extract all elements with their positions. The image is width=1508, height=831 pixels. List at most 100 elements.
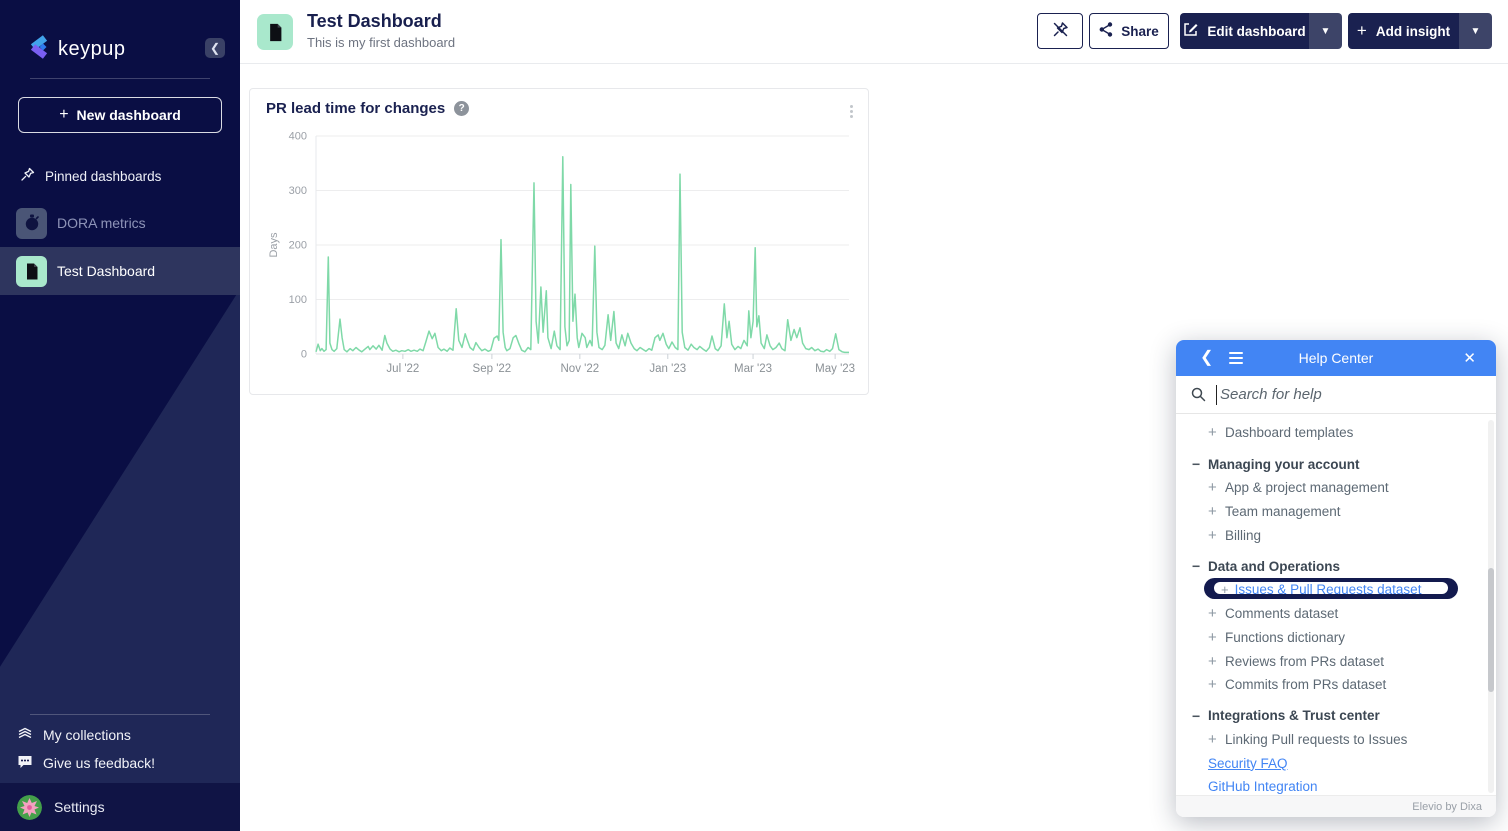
help-search-bar [1176,376,1496,414]
give-feedback-label: Give us feedback! [43,755,156,771]
svg-text:300: 300 [289,185,307,197]
expand-plus-icon: + [1208,479,1217,497]
dora-metrics-icon [16,207,47,239]
sidebar-item-dora-metrics[interactable]: DORA metrics [0,199,240,247]
new-dashboard-label: New dashboard [76,107,181,123]
sidebar-item-test-dashboard[interactable]: Test Dashboard [0,247,240,295]
help-topic-item-highlighted[interactable]: + Issues & Pull Requests dataset [1176,578,1488,602]
feedback-bubble-icon [17,754,33,773]
unpin-dashboard-button[interactable] [1037,13,1083,49]
plus-icon: + [59,106,69,123]
share-button[interactable]: Share [1089,13,1169,49]
help-topic-item[interactable]: + Team management [1208,502,1341,520]
collapse-minus-icon: − [1192,707,1201,724]
help-topic-item[interactable]: + App & project management [1208,479,1389,497]
sidebar-item-settings[interactable]: Settings [0,783,240,831]
chart-card: PR lead time for changes ? 0 100 200 300 400… [249,88,869,395]
help-center-footer: Elevio by Dixa [1176,795,1496,817]
help-section-header[interactable]: − Data and Operations [1192,558,1341,575]
svg-text:Mar '23: Mar '23 [734,363,772,375]
expand-plus-icon: + [1208,526,1217,544]
plus-icon: + [1356,21,1367,40]
sidebar-item-give-feedback[interactable]: Give us feedback! [17,751,227,775]
sidebar-divider [30,714,210,715]
help-center-title: Help Center [1298,350,1374,366]
share-label: Share [1121,23,1159,39]
svg-text:0: 0 [301,349,307,361]
keypup-logo: keypup [26,34,224,64]
expand-plus-icon: + [1208,424,1217,442]
svg-text:Days: Days [268,232,280,258]
menu-icon[interactable] [1229,352,1244,364]
help-topic-item[interactable]: + Dashboard templates [1208,424,1354,442]
layers-icon [17,726,33,745]
scrollbar-thumb[interactable] [1488,568,1494,692]
expand-plus-icon: + [1208,628,1217,646]
sidebar-item-my-collections[interactable]: My collections [17,723,227,747]
expand-plus-icon: + [1208,731,1217,749]
new-dashboard-button[interactable]: + New dashboard [18,97,222,133]
help-topic-item[interactable]: + Commits from PRs dataset [1208,676,1387,694]
edit-dashboard-label: Edit dashboard [1207,23,1306,39]
sidebar-diagonal-decoration [0,289,240,831]
help-link[interactable]: Security FAQ [1208,755,1288,771]
add-insight-label: Add insight [1375,23,1451,39]
svg-text:100: 100 [289,294,307,306]
pr-lead-time-chart: 0 100 200 300 400 Jul '22 Sep '22 Nov '22 Jan '2… [268,131,855,376]
chart-menu-kebab-icon[interactable] [844,102,858,120]
edit-dashboard-dropdown-caret[interactable]: ▼ [1309,13,1342,49]
help-topic-item[interactable]: + Billing [1208,526,1262,544]
help-tooltip-icon[interactable]: ? [454,101,470,116]
help-topic-item[interactable]: + Comments dataset [1208,605,1339,623]
collapse-minus-icon: − [1192,558,1201,575]
svg-text:200: 200 [289,240,307,252]
expand-plus-icon: + [1208,502,1217,520]
expand-plus-icon: + [1208,652,1217,670]
sidebar-item-label: Test Dashboard [57,263,156,279]
test-dashboard-icon [16,255,47,287]
add-insight-button[interactable]: + Add insight [1348,13,1459,49]
help-section-header[interactable]: − Managing your account [1192,456,1360,473]
help-center-panel: ❮ Help Center ✕ +Dashboard templates −Man… [1176,340,1496,817]
svg-text:Nov '22: Nov '22 [561,363,600,375]
help-topic-list: + Dashboard templates − Managing your accou… [1176,414,1488,795]
help-topic-item[interactable]: + Functions dictionary [1208,628,1346,646]
share-icon [1099,22,1113,40]
edit-dashboard-button[interactable]: Edit dashboard [1180,13,1309,49]
pin-icon [20,167,35,185]
settings-label: Settings [54,799,105,815]
sidebar-collapse-button[interactable]: ❮ [205,38,225,58]
page-title: Test Dashboard [307,11,442,31]
sidebar-item-label: DORA metrics [57,215,146,231]
sidebar: keypup ❮ + New dashboard Pinned dashboar… [0,0,240,831]
edit-dashboard-button-group: Edit dashboard ▼ [1180,13,1342,49]
expand-plus-icon: + [1208,676,1217,694]
dashboard-tile-icon [257,14,293,50]
help-topic-item[interactable]: + Reviews from PRs dataset [1208,652,1385,670]
expand-plus-icon: + [1208,605,1217,623]
help-topic-item[interactable]: + Linking Pull requests to Issues [1208,731,1408,749]
expand-plus-icon: + [1221,582,1229,595]
svg-text:400: 400 [289,131,307,143]
my-collections-label: My collections [43,727,131,743]
svg-text:Sep '22: Sep '22 [473,363,512,375]
help-search-input[interactable] [1216,384,1466,405]
logo-text: keypup [58,37,126,60]
svg-text:May '23: May '23 [815,363,855,375]
sidebar-divider [30,78,210,79]
close-icon[interactable]: ✕ [1463,350,1476,367]
search-icon [1191,387,1206,402]
user-avatar [17,794,42,820]
add-insight-dropdown-caret[interactable]: ▼ [1459,13,1492,49]
highlight-capsule: + Issues & Pull Requests dataset [1204,578,1458,600]
help-section-header[interactable]: − Integrations & Trust center [1192,707,1380,724]
keypup-logo-icon [26,34,50,64]
svg-text:Jul '22: Jul '22 [386,363,419,375]
add-insight-button-group: + Add insight ▼ [1348,13,1492,49]
page-subtitle: This is my first dashboard [307,35,456,50]
help-link[interactable]: GitHub Integration [1208,779,1318,795]
chart-title: PR lead time for changes [266,100,446,117]
back-chevron-icon[interactable]: ❮ [1200,349,1214,366]
top-bar: Test Dashboard This is my first dashboar… [240,0,1508,64]
